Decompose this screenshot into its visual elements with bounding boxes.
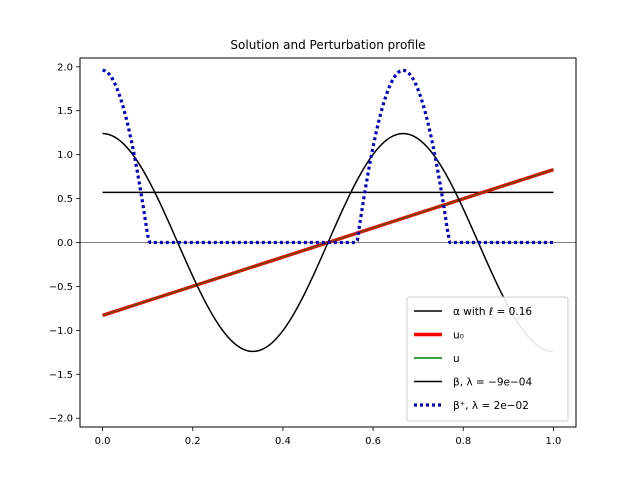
legend: α with ℓ = 0.16 u₀ u β, λ = −9e−04 β⁺, λ = 2… [406, 296, 569, 422]
y-tick-label: −0.5 [49, 282, 73, 293]
x-tick-label: 1.0 [546, 436, 562, 447]
x-tick-label: 0.0 [95, 436, 111, 447]
series-layer [102, 68, 554, 353]
legend-label-u0: u₀ [453, 330, 464, 342]
chart-title: Solution and Perturbation profile [230, 38, 425, 52]
y-tick-label: 2.0 [57, 62, 73, 73]
y-tick-label: −2.0 [49, 414, 73, 425]
y-tick-label: 0.5 [57, 194, 73, 205]
y-tick-label: −1.5 [49, 370, 73, 381]
y-tick-label: 0.0 [57, 238, 73, 249]
series-line-beta_plus [102, 68, 554, 245]
x-tick-label: 0.6 [365, 436, 381, 447]
legend-label-alpha: α with ℓ = 0.16 [453, 306, 532, 318]
y-tick-label: 1.0 [57, 150, 73, 161]
legend-box [406, 296, 569, 422]
y-tick-label: 1.5 [57, 106, 73, 117]
x-axis: 0.0 0.2 0.4 0.6 0.8 1.0 [95, 427, 562, 447]
plot-area: 0.0 0.2 0.4 0.6 0.8 1.0 2.0 1.5 1.0 0.5 0.0 −0.5 −1… [49, 57, 577, 447]
y-tick-label: −1.0 [49, 326, 73, 337]
legend-label-beta_plus: β⁺, λ = 2e−02 [453, 400, 529, 412]
x-tick-label: 0.8 [455, 436, 471, 447]
legend-label-beta: β, λ = −9e−04 [453, 377, 532, 389]
x-tick-label: 0.2 [185, 436, 201, 447]
legend-label-u: u [453, 353, 460, 365]
x-tick-label: 0.4 [275, 436, 291, 447]
y-axis: 2.0 1.5 1.0 0.5 0.0 −0.5 −1.0 −1.5 −2.0 [49, 62, 80, 425]
